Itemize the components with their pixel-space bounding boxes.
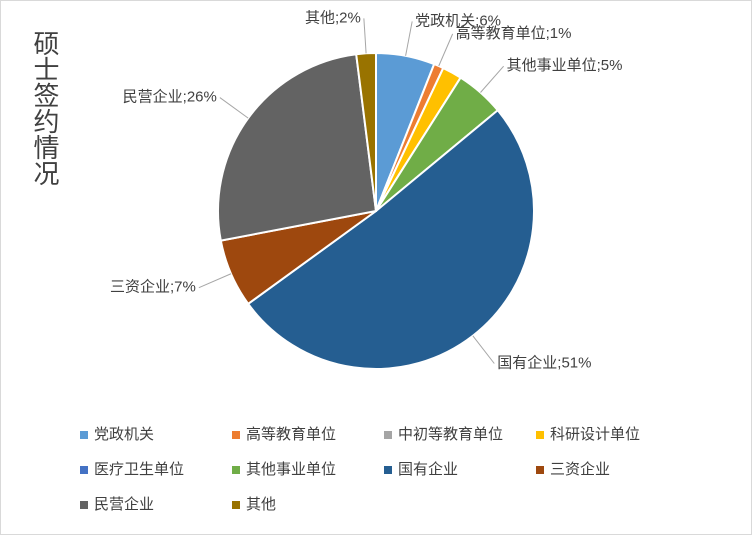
leader-line (480, 65, 505, 93)
legend-swatch (384, 431, 392, 439)
data-label: 民营企业;26% (123, 88, 217, 106)
data-label: 三资企业;7% (110, 278, 196, 296)
legend-label: 其他 (246, 496, 276, 513)
legend-label: 民营企业 (94, 495, 154, 513)
legend-label: 国有企业 (398, 460, 458, 478)
legend-swatch (536, 466, 544, 474)
data-label: 其他事业单位;5% (507, 57, 623, 74)
legend-label: 科研设计单位 (550, 426, 640, 443)
legend-swatch (536, 431, 544, 439)
leader-line (405, 21, 413, 56)
data-label: 其他;2% (305, 9, 361, 26)
legend-label: 高等教育单位 (246, 425, 336, 443)
chart-title: 硕士签约情况 (30, 30, 60, 186)
pie-slice (246, 108, 535, 370)
leader-line (438, 33, 454, 67)
legend-swatch (384, 466, 392, 474)
data-label: 高等教育单位;1% (456, 24, 572, 42)
legend-label: 党政机关 (94, 426, 154, 443)
leader-line (472, 335, 495, 364)
leader-line (198, 273, 232, 289)
legend-label: 三资企业 (550, 460, 610, 478)
data-label: 党政机关;6% (415, 12, 501, 29)
legend-swatch (232, 431, 240, 439)
legend-swatch (80, 431, 88, 439)
legend-label: 其他事业单位 (246, 461, 336, 478)
legend-swatch (80, 466, 88, 474)
legend-label: 医疗卫生单位 (94, 461, 184, 478)
legend-swatch (80, 501, 88, 509)
legend-swatch (232, 466, 240, 474)
legend-swatch (232, 501, 240, 509)
legend-label: 中初等教育单位 (398, 425, 503, 443)
leader-line (363, 18, 367, 54)
pie-slice (217, 53, 378, 242)
leader-line (219, 97, 249, 119)
data-label: 国有企业;51% (497, 353, 591, 371)
